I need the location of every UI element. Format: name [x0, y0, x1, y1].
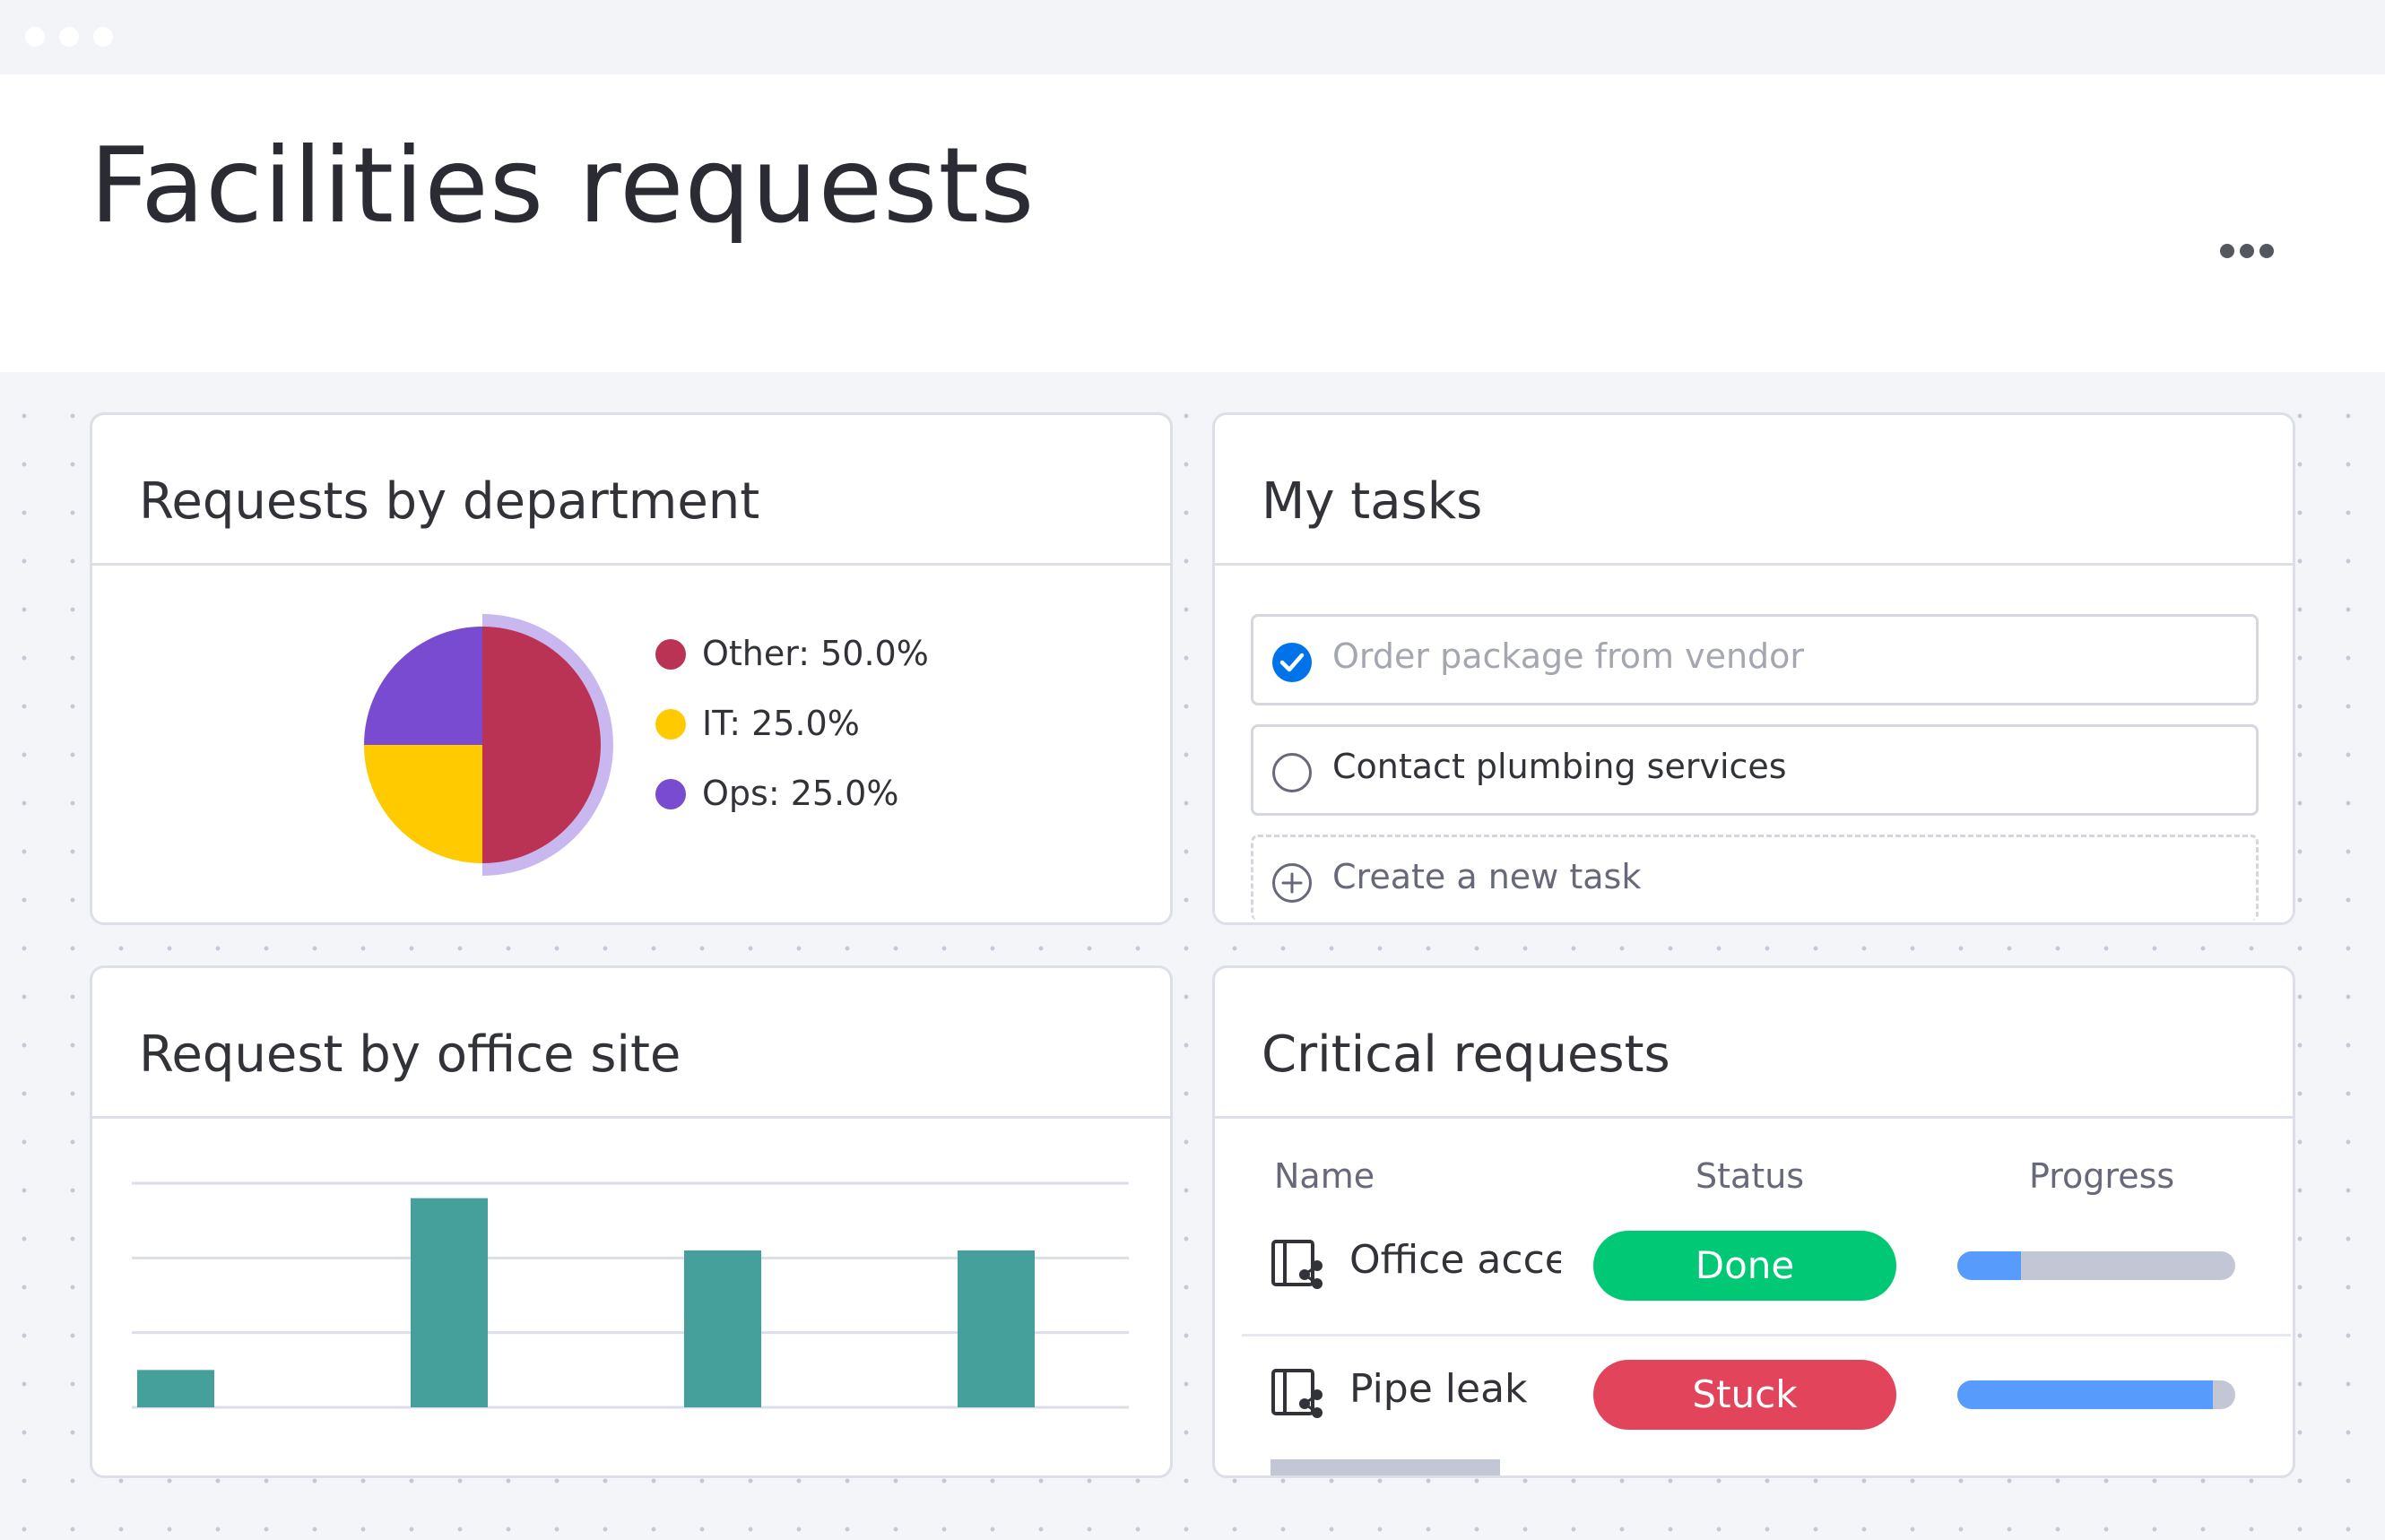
task-label: Order package from vendor	[1332, 636, 1805, 676]
column-header-status: Status	[1696, 1156, 1805, 1196]
task-item[interactable]: Order package from vendor	[1251, 614, 2259, 705]
board-share-icon	[1271, 1240, 1323, 1289]
legend-item-other: Other: 50.0%	[655, 628, 929, 698]
legend-swatch	[655, 639, 686, 670]
legend-label: IT: 25.0%	[702, 704, 860, 743]
board-share-icon	[1271, 1369, 1323, 1418]
window-titlebar	[0, 0, 2385, 74]
task-label: Contact plumbing services	[1332, 747, 1787, 786]
task-item[interactable]: Contact plumbing services	[1251, 724, 2259, 816]
pie-chart[interactable]	[352, 603, 648, 899]
horizontal-scrollbar[interactable]	[1271, 1459, 1500, 1475]
bar[interactable]	[137, 1370, 214, 1407]
legend-swatch	[655, 779, 686, 809]
check-circle-icon[interactable]	[1271, 642, 1313, 683]
row-divider	[1242, 1334, 2291, 1337]
column-header-progress: Progress	[2029, 1156, 2175, 1196]
progress-bar	[1957, 1380, 2235, 1409]
card-my-tasks: My tasks Order package from vendor Conta…	[1212, 412, 2295, 925]
more-horizontal-icon-dot	[2240, 244, 2254, 258]
more-horizontal-icon-dot	[2259, 244, 2274, 258]
card-divider	[1215, 563, 2293, 566]
bar[interactable]	[411, 1198, 488, 1407]
bar[interactable]	[958, 1250, 1035, 1407]
card-title: My tasks	[1262, 472, 1483, 531]
status-badge[interactable]: Stuck	[1593, 1360, 1896, 1430]
window-dot	[59, 27, 79, 47]
card-title: Requests by department	[139, 472, 760, 531]
card-divider	[1215, 1116, 2293, 1119]
card-title: Request by office site	[139, 1025, 681, 1084]
more-options-button[interactable]	[2206, 233, 2286, 269]
column-header-name: Name	[1274, 1156, 1375, 1196]
card-request-by-office-site: Request by office site	[90, 965, 1173, 1478]
legend-swatch	[655, 709, 686, 740]
legend-label: Other: 50.0%	[702, 634, 929, 673]
card-title: Critical requests	[1262, 1025, 1670, 1084]
card-divider	[92, 563, 1170, 566]
create-task-label: Create a new task	[1332, 857, 1642, 896]
status-badge[interactable]: Done	[1593, 1231, 1896, 1301]
create-task-button[interactable]: Create a new task	[1251, 835, 2259, 921]
progress-fill	[1957, 1380, 2214, 1409]
card-requests-by-department: Requests by department Other: 50.0% IT: …	[90, 412, 1173, 925]
pie-legend: Other: 50.0% IT: 25.0% Ops: 25.0%	[655, 628, 929, 838]
legend-label: Ops: 25.0%	[702, 774, 899, 813]
dashboard-canvas: Requests by department Other: 50.0% IT: …	[0, 372, 2385, 1540]
page-title: Facilities requests	[90, 125, 1036, 247]
progress-fill	[1957, 1251, 2022, 1280]
page-header	[0, 74, 2385, 372]
pie-slice-it[interactable]	[364, 745, 482, 863]
bar-chart[interactable]	[128, 1174, 1132, 1434]
pie-slice-other[interactable]	[482, 627, 601, 863]
bar[interactable]	[684, 1250, 761, 1407]
progress-bar	[1957, 1251, 2235, 1280]
window-dot	[93, 27, 113, 47]
row-name[interactable]: Office access	[1349, 1237, 1561, 1283]
pie-slice-ops[interactable]	[364, 627, 482, 745]
empty-circle-icon[interactable]	[1271, 752, 1313, 793]
legend-item-ops: Ops: 25.0%	[655, 768, 929, 838]
legend-item-it: IT: 25.0%	[655, 698, 929, 768]
plus-circle-icon	[1272, 863, 1312, 903]
more-horizontal-icon	[2220, 244, 2234, 258]
row-name[interactable]: Pipe leak	[1349, 1366, 1528, 1412]
window-dot	[25, 27, 45, 47]
card-critical-requests: Critical requests Name Status Progress O…	[1212, 965, 2295, 1478]
card-divider	[92, 1116, 1170, 1119]
